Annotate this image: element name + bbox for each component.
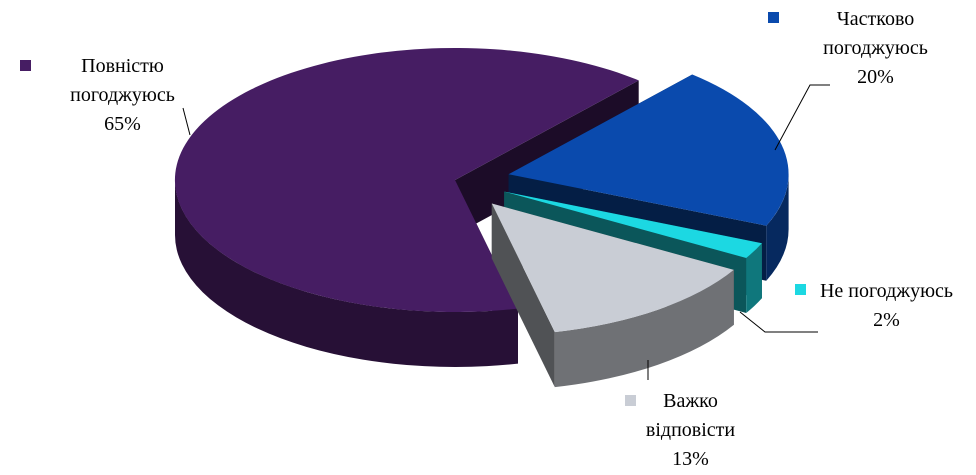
leader-lines	[182, 84, 830, 380]
slice	[491, 203, 734, 333]
slice-side	[554, 269, 734, 388]
slice-label: Повністю погоджуюсь 65%	[50, 52, 195, 139]
slice-label: Важко відповісти 13%	[618, 387, 763, 474]
slice-side	[766, 174, 789, 281]
category-label: Частково погоджуюсь	[823, 8, 928, 59]
slice-wall	[491, 203, 555, 388]
legend-marker	[20, 60, 31, 71]
leader-line	[182, 107, 191, 136]
value-label: 65%	[104, 113, 141, 135]
leader-line	[774, 84, 830, 151]
slice	[504, 191, 762, 258]
legend-marker	[768, 12, 779, 23]
legend-marker	[625, 395, 636, 406]
category-label: Не погоджуюсь	[819, 280, 954, 302]
value-label: 13%	[672, 448, 709, 470]
slice-label: Частково погоджуюсь 20%	[803, 5, 948, 92]
slice-side	[746, 243, 762, 313]
slice-label: Не погоджуюсь 2%	[814, 277, 959, 335]
slice-side	[175, 180, 518, 367]
category-label: Повністю погоджуюсь	[70, 55, 175, 106]
slices	[174, 47, 789, 388]
value-label: 2%	[873, 309, 900, 331]
slice	[508, 74, 789, 226]
value-label: 20%	[857, 66, 894, 88]
category-label: Важко відповісти	[645, 390, 736, 441]
slice	[174, 47, 639, 312]
legend-marker	[795, 284, 806, 295]
leader-line	[739, 311, 818, 333]
